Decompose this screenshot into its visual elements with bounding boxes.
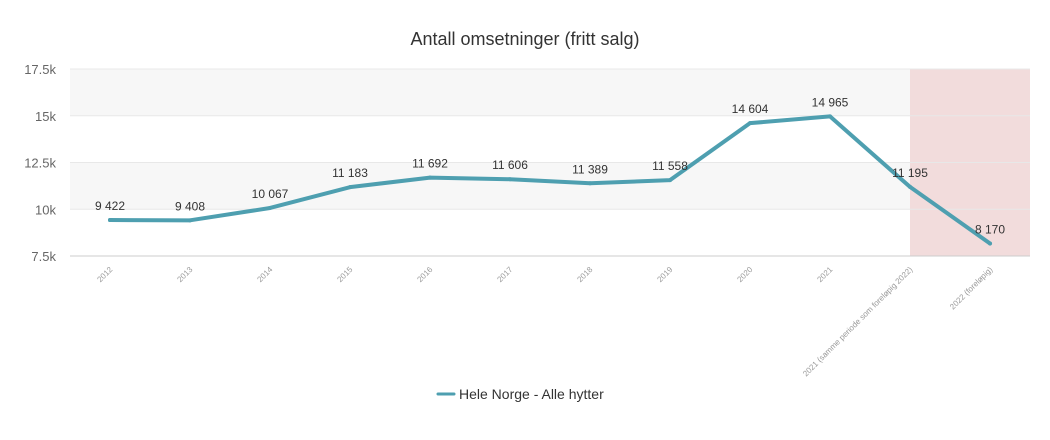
data-label: 11 195 [892, 166, 928, 180]
data-point [748, 121, 752, 126]
plot-band [70, 69, 1030, 116]
data-point [588, 181, 592, 186]
x-tick-label: 2013 [175, 265, 194, 284]
data-point [908, 184, 912, 189]
data-label: 10 067 [252, 187, 289, 201]
y-tick-label: 10k [35, 202, 56, 217]
data-label: 11 558 [652, 159, 688, 173]
data-point [108, 218, 112, 223]
x-tick-label: 2014 [255, 265, 274, 284]
data-point [668, 178, 672, 183]
x-tick-label: 2022 (foreløpig) [948, 265, 995, 312]
data-point [188, 218, 192, 223]
x-tick-label: 2020 [735, 265, 754, 284]
legend-label[interactable]: Hele Norge - Alle hytter [459, 386, 604, 402]
data-point [348, 185, 352, 190]
data-label: 9 408 [175, 199, 205, 213]
data-label: 9 422 [95, 199, 125, 213]
y-tick-label: 17.5k [24, 62, 56, 77]
series-line [108, 114, 992, 246]
x-tick-label: 2017 [495, 265, 514, 284]
data-label: 11 389 [572, 162, 608, 176]
data-label: 8 170 [975, 222, 1005, 236]
data-point [508, 177, 512, 182]
x-tick-label: 2021 [815, 265, 834, 284]
y-tick-label: 12.5k [24, 156, 56, 171]
x-tick-label: 2012 [95, 265, 114, 284]
data-label: 11 606 [492, 158, 528, 172]
data-label: 14 604 [732, 102, 769, 116]
data-label: 14 965 [812, 95, 849, 109]
chart-title: Antall omsetninger (fritt salg) [410, 29, 639, 49]
y-tick-label: 7.5k [31, 249, 56, 264]
data-label: 11 183 [332, 166, 368, 180]
plot-band [70, 162, 1030, 210]
data-point [268, 205, 272, 210]
x-tick-label: 2018 [575, 265, 594, 284]
x-tick-label: 2019 [655, 265, 674, 284]
data-label: 11 692 [412, 157, 448, 171]
x-tick-label: 2016 [415, 265, 434, 284]
y-tick-label: 15k [35, 109, 56, 124]
data-point [988, 241, 992, 246]
data-point [828, 114, 832, 119]
x-tick-label: 2021 (samme periode som foreløpig 2022) [801, 265, 915, 379]
x-tick-label: 2015 [335, 265, 354, 284]
legend[interactable]: Hele Norge - Alle hytter [436, 386, 604, 402]
data-point [428, 175, 432, 180]
plot-area: 7.5k 10k 12.5k 15k 17.5k 2012 2013 2014 2015 2016… [24, 62, 1030, 378]
